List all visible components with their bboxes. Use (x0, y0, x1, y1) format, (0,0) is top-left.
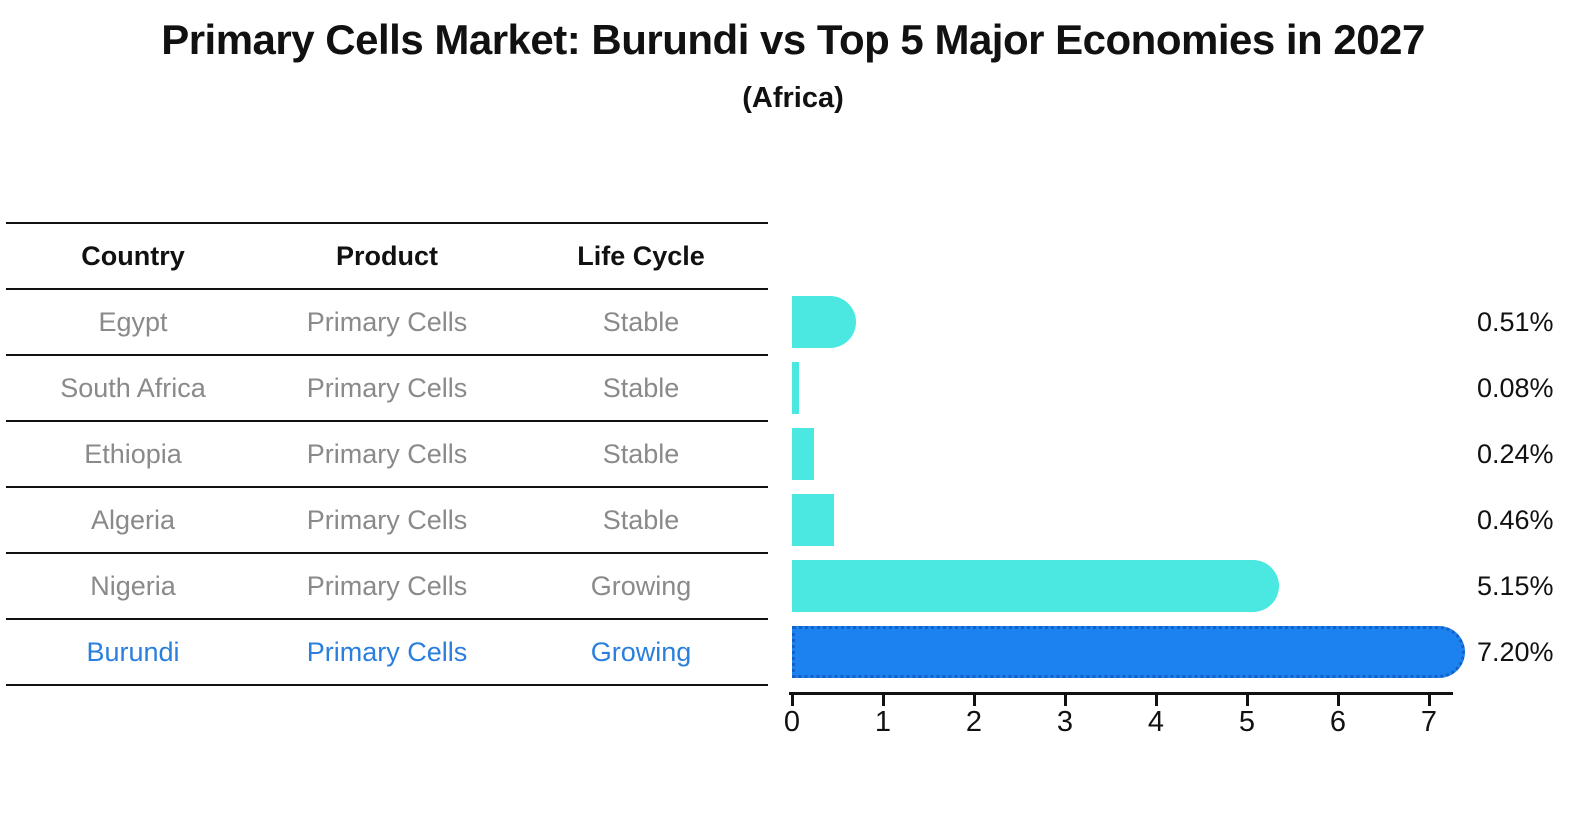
x-tick (972, 695, 976, 706)
cell-life-cycle: Stable (602, 504, 680, 535)
x-tick (1336, 695, 1340, 706)
cell-product: Primary Cells (306, 306, 468, 337)
column-header-product: Product (335, 240, 438, 271)
column-header-country: Country (81, 240, 185, 271)
x-tick-label: 5 (1238, 706, 1256, 738)
x-tick (1427, 695, 1431, 706)
chart-subtitle: (Africa) (742, 82, 844, 114)
cell-life-cycle: Stable (602, 306, 680, 337)
data-table: Country Product Life Cycle Egypt Primary… (6, 222, 768, 686)
cell-product: Primary Cells (306, 438, 468, 469)
cell-country: Nigeria (90, 570, 176, 601)
column-header-life-cycle: Life Cycle (577, 240, 705, 271)
x-tick-label: 2 (965, 706, 983, 738)
value-label: 7.20% (1477, 637, 1554, 667)
value-label: 0.24% (1477, 439, 1554, 469)
cell-country: Ethiopia (84, 438, 182, 469)
x-tick-label: 3 (1056, 706, 1074, 738)
x-tick (881, 695, 885, 706)
cell-country: Burundi (86, 636, 180, 667)
bar-algeria (792, 494, 834, 546)
cell-product: Primary Cells (306, 570, 468, 601)
chart-title: Primary Cells Market: Burundi vs Top 5 M… (161, 16, 1425, 63)
cell-product: Primary Cells (306, 504, 468, 535)
cell-life-cycle: Growing (590, 636, 692, 667)
cell-country: Egypt (98, 306, 168, 337)
bar-nigeria (792, 560, 1279, 612)
x-tick (1063, 695, 1067, 706)
value-label: 0.08% (1477, 373, 1554, 403)
table-row: Nigeria Primary Cells Growing (6, 554, 768, 620)
cell-country: Algeria (90, 504, 176, 535)
cell-life-cycle: Stable (602, 372, 680, 403)
cell-country: South Africa (60, 372, 206, 403)
x-tick-label: 4 (1147, 706, 1165, 738)
table-row: Egypt Primary Cells Stable (6, 290, 768, 356)
x-tick (1154, 695, 1158, 706)
table-row: Burundi Primary Cells Growing (6, 620, 768, 686)
x-tick-label: 0 (783, 706, 801, 738)
cell-product: Primary Cells (306, 372, 468, 403)
value-label: 0.51% (1477, 307, 1554, 337)
value-label: 5.15% (1477, 571, 1554, 601)
cell-life-cycle: Stable (602, 438, 680, 469)
x-tick (1245, 695, 1249, 706)
bar-ethiopia (792, 428, 814, 480)
table-header-row: Country Product Life Cycle (6, 224, 768, 290)
bar-south-africa (792, 362, 800, 414)
bar-burundi-highlighted (792, 626, 1466, 678)
x-tick-label: 6 (1329, 706, 1347, 738)
cell-product: Primary Cells (306, 636, 468, 667)
table-row: South Africa Primary Cells Stable (6, 356, 768, 422)
x-axis-line (789, 692, 1453, 695)
bar-egypt (792, 296, 857, 348)
x-tick (790, 695, 794, 706)
table-row: Ethiopia Primary Cells Stable (6, 422, 768, 488)
x-tick-label: 7 (1420, 706, 1438, 738)
x-tick-label: 1 (874, 706, 892, 738)
table-row: Algeria Primary Cells Stable (6, 488, 768, 554)
cell-life-cycle: Growing (590, 570, 692, 601)
value-label: 0.46% (1477, 505, 1554, 535)
